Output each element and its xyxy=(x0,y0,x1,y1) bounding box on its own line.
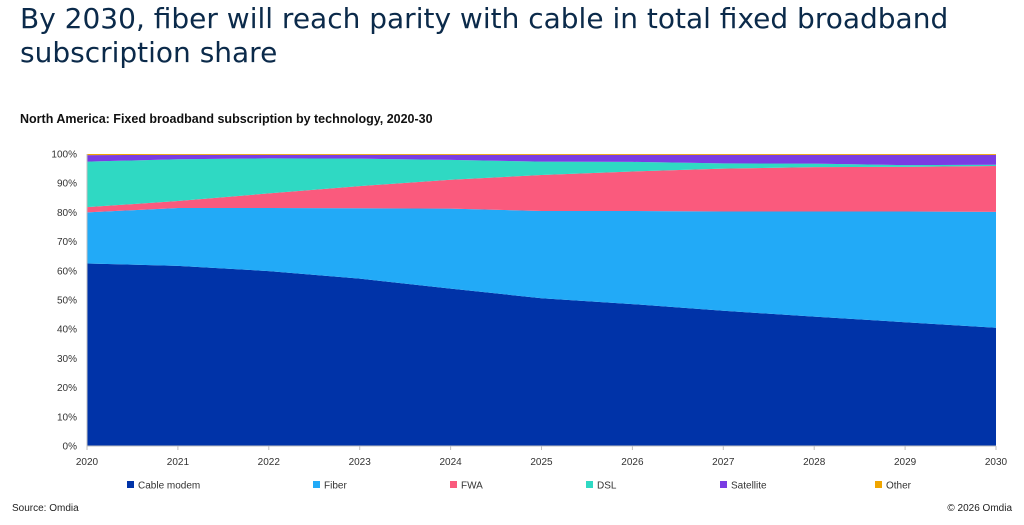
legend-label-cable-modem: Cable modem xyxy=(138,481,200,492)
legend-label-fiber: Fiber xyxy=(324,481,347,492)
x-tick-label: 2027 xyxy=(712,457,735,468)
y-tick-label: 50% xyxy=(57,296,77,307)
y-tick-label: 80% xyxy=(57,208,77,219)
y-tick-label: 10% xyxy=(57,412,77,423)
x-tick-label: 2029 xyxy=(894,457,917,468)
x-tick-label: 2026 xyxy=(621,457,644,468)
x-tick-label: 2023 xyxy=(349,457,372,468)
area-cable-modem xyxy=(87,263,996,446)
x-tick-label: 2024 xyxy=(439,457,462,468)
legend-swatch-fiber xyxy=(313,481,320,488)
x-tick-label: 2030 xyxy=(985,457,1008,468)
x-tick-label: 2022 xyxy=(258,457,281,468)
legend-label-other: Other xyxy=(886,481,912,492)
area-dsl xyxy=(87,158,996,208)
y-tick-label: 70% xyxy=(57,237,77,248)
x-tick-label: 2028 xyxy=(803,457,826,468)
legend-label-dsl: DSL xyxy=(597,481,617,492)
legend-swatch-cable-modem xyxy=(127,481,134,488)
y-tick-label: 60% xyxy=(57,266,77,277)
y-tick-label: 30% xyxy=(57,354,77,365)
area-other xyxy=(87,154,996,156)
area-fwa xyxy=(87,165,996,213)
chart-title: North America: Fixed broadband subscript… xyxy=(20,112,433,126)
y-tick-label: 90% xyxy=(57,179,77,190)
area-satellite xyxy=(87,154,996,166)
copyright-note: © 2026 Omdia xyxy=(947,503,1012,514)
y-tick-label: 100% xyxy=(51,150,77,161)
legend-swatch-other xyxy=(875,481,882,488)
legend-label-satellite: Satellite xyxy=(731,481,767,492)
x-tick-label: 2021 xyxy=(167,457,190,468)
x-tick-label: 2020 xyxy=(76,457,99,468)
y-tick-label: 0% xyxy=(63,442,78,453)
legend-swatch-dsl xyxy=(586,481,593,488)
legend-swatch-satellite xyxy=(720,481,727,488)
y-tick-label: 20% xyxy=(57,383,77,394)
area-fiber xyxy=(87,208,996,328)
y-tick-label: 40% xyxy=(57,325,77,336)
legend-swatch-fwa xyxy=(450,481,457,488)
x-tick-label: 2025 xyxy=(530,457,553,468)
source-note: Source: Omdia xyxy=(12,503,79,514)
legend-label-fwa: FWA xyxy=(461,481,483,492)
page-title: By 2030, fiber will reach parity with ca… xyxy=(20,2,949,69)
